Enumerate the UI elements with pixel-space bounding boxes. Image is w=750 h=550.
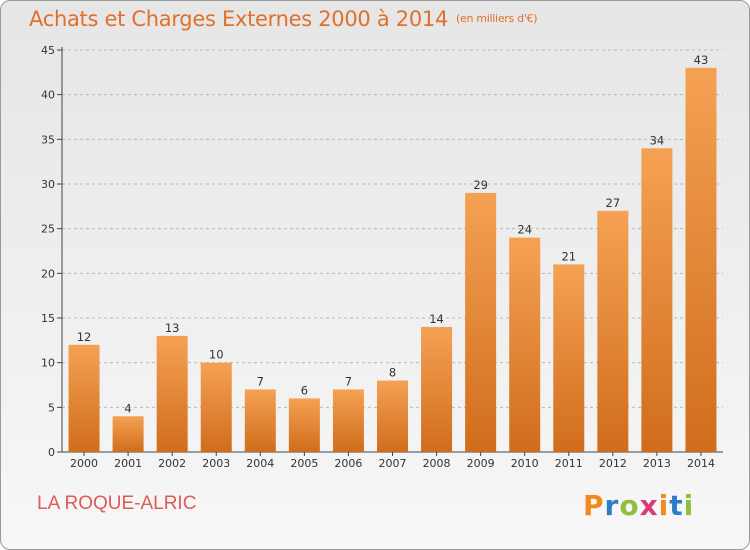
logo-letter: i — [683, 489, 695, 522]
data-label-2000: 12 — [77, 330, 92, 344]
bar-2009 — [465, 192, 497, 452]
x-tick-label-2013: 2013 — [643, 457, 671, 470]
proxiti-logo[interactable]: Proxiti — [583, 489, 694, 522]
data-label-2011: 21 — [561, 249, 576, 263]
data-label-2007: 8 — [389, 366, 396, 380]
bar-2012 — [597, 210, 629, 452]
data-label-2005: 6 — [301, 383, 308, 397]
y-tick-label: 35 — [41, 133, 55, 146]
bar-2007 — [377, 380, 408, 452]
y-tick-label: 40 — [41, 89, 55, 102]
y-tick-label: 5 — [48, 401, 55, 414]
y-tick-label: 45 — [41, 44, 55, 57]
y-tick-label: 0 — [48, 446, 55, 459]
x-tick-label-2001: 2001 — [114, 457, 142, 470]
y-tick-label: 25 — [41, 223, 55, 236]
y-axis-ticks: 0 5 10 15 20 25 30 35 40 45 — [41, 44, 62, 459]
chart-title: Achats et Charges Externes 2000 à 2014 — [29, 7, 449, 31]
bar-2011 — [553, 264, 585, 452]
data-labels: 12 4 13 10 7 6 7 8 14 29 24 21 27 34 43 — [77, 53, 709, 415]
bars — [68, 67, 717, 452]
y-tick-label: 30 — [41, 178, 55, 191]
data-label-2009: 29 — [473, 178, 488, 192]
chart-title-block: Achats et Charges Externes 2000 à 2014 (e… — [29, 7, 538, 31]
logo-letter: P — [583, 489, 605, 522]
data-label-2003: 10 — [209, 348, 224, 362]
data-label-2008: 14 — [429, 312, 444, 326]
data-label-2001: 4 — [124, 401, 131, 415]
bar-2008 — [421, 326, 453, 452]
data-label-2010: 24 — [517, 223, 532, 237]
x-tick-label-2010: 2010 — [511, 457, 539, 470]
x-tick-label-2012: 2012 — [599, 457, 627, 470]
y-tick-label: 15 — [41, 312, 55, 325]
bar-2004 — [244, 389, 276, 452]
logo-letter: r — [604, 489, 620, 522]
x-axis-ticks: 2000 2001 2002 2003 2004 2005 2006 2007 2008 2009… — [70, 452, 715, 470]
bar-2014 — [685, 67, 717, 452]
bar-2003 — [200, 362, 232, 452]
bar-2002 — [156, 335, 188, 452]
data-label-2014: 43 — [694, 53, 709, 67]
x-tick-label-2014: 2014 — [687, 457, 715, 470]
x-tick-label-2003: 2003 — [202, 457, 230, 470]
data-label-2006: 7 — [345, 374, 352, 388]
bar-2000 — [68, 344, 100, 452]
chart-subtitle: (en milliers d'€) — [456, 12, 538, 25]
bar-2006 — [332, 389, 364, 452]
logo-letter: t — [669, 489, 684, 522]
logo-letter: x — [639, 489, 659, 522]
data-label-2012: 27 — [606, 196, 621, 210]
x-tick-label-2011: 2011 — [555, 457, 583, 470]
data-label-2004: 7 — [257, 374, 264, 388]
logo-letter: i — [658, 489, 670, 522]
data-label-2002: 13 — [165, 321, 180, 335]
x-tick-label-2004: 2004 — [246, 457, 274, 470]
y-tick-label: 10 — [41, 357, 55, 370]
x-tick-label-2005: 2005 — [290, 457, 318, 470]
commune-name: LA ROQUE-ALRIC — [37, 493, 197, 514]
x-tick-label-2006: 2006 — [334, 457, 362, 470]
bar-2010 — [509, 237, 541, 452]
x-tick-label-2009: 2009 — [467, 457, 495, 470]
x-tick-label-2008: 2008 — [423, 457, 451, 470]
bar-2005 — [288, 398, 320, 452]
bar-2001 — [112, 416, 144, 452]
logo-letter: o — [619, 489, 640, 522]
x-tick-label-2000: 2000 — [70, 457, 98, 470]
bar-2013 — [641, 148, 673, 452]
data-label-2013: 34 — [650, 133, 665, 147]
x-tick-label-2002: 2002 — [158, 457, 186, 470]
x-tick-label-2007: 2007 — [379, 457, 407, 470]
y-tick-label: 20 — [41, 267, 55, 280]
